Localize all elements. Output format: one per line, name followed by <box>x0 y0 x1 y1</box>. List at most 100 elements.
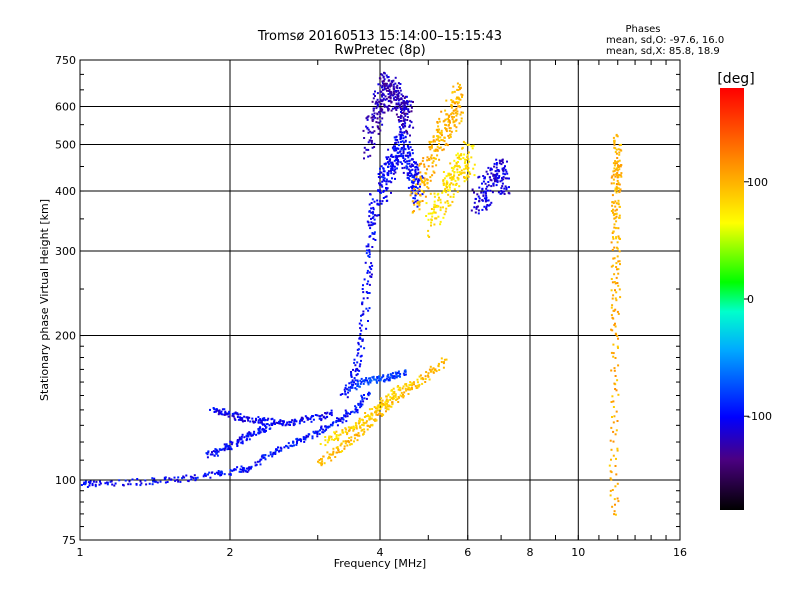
data-point <box>389 180 391 183</box>
data-point <box>414 200 417 203</box>
data-point <box>350 439 353 442</box>
data-point <box>500 192 503 195</box>
data-point <box>278 420 280 423</box>
data-point <box>619 263 621 266</box>
data-point <box>374 90 376 93</box>
data-point <box>441 139 444 142</box>
data-point <box>356 361 359 364</box>
data-point <box>347 440 350 442</box>
data-point <box>412 179 415 182</box>
data-point <box>414 173 417 176</box>
data-point <box>248 438 251 441</box>
chart-title: Tromsø 20160513 15:14:00–15:15:43 <box>257 29 502 44</box>
data-point <box>416 187 419 190</box>
data-point <box>457 105 460 108</box>
data-point <box>414 168 417 171</box>
data-point <box>322 428 325 431</box>
data-point <box>299 419 302 422</box>
data-point <box>233 412 236 415</box>
data-point <box>379 171 382 174</box>
data-point <box>264 454 267 456</box>
data-point <box>439 223 442 226</box>
data-point <box>373 115 375 117</box>
data-point <box>381 200 384 203</box>
data-point <box>473 201 476 204</box>
data-point <box>614 325 617 328</box>
data-point <box>393 136 396 139</box>
data-point <box>504 185 507 188</box>
data-point <box>356 411 359 414</box>
data-point <box>414 197 416 200</box>
data-point <box>404 101 407 104</box>
data-point <box>255 463 258 466</box>
x-tick-label: 8 <box>527 546 534 559</box>
data-point <box>154 480 157 483</box>
data-point <box>362 297 365 300</box>
data-point <box>415 183 418 186</box>
data-point <box>360 429 363 432</box>
chart-subtitle: RwPretec (8p) <box>334 43 425 58</box>
data-point <box>412 185 414 188</box>
data-point <box>424 375 427 378</box>
data-point <box>394 371 397 374</box>
stats-heading: Phases <box>625 24 660 35</box>
data-point <box>359 363 362 366</box>
data-point <box>410 191 413 194</box>
data-point <box>376 117 379 120</box>
data-point <box>214 450 216 453</box>
data-point <box>473 206 476 209</box>
data-point <box>403 108 405 111</box>
data-point <box>618 153 621 156</box>
data-point <box>355 425 358 428</box>
data-point <box>443 136 446 139</box>
data-point <box>613 382 616 385</box>
data-point <box>370 217 372 220</box>
data-point <box>242 420 244 423</box>
data-point <box>452 196 455 198</box>
data-point <box>399 83 402 85</box>
data-point <box>337 419 340 422</box>
data-point <box>378 412 381 415</box>
data-point <box>320 425 323 428</box>
data-point <box>350 411 353 414</box>
data-point <box>362 284 364 287</box>
data-point <box>442 190 445 193</box>
data-point <box>377 83 380 86</box>
data-point <box>617 187 620 190</box>
data-point <box>339 444 342 447</box>
data-point <box>323 429 326 432</box>
data-point <box>397 396 400 398</box>
data-point <box>434 368 437 371</box>
data-point <box>211 451 213 454</box>
data-point <box>615 389 618 392</box>
data-point <box>271 455 274 458</box>
data-point <box>411 187 414 189</box>
data-point <box>611 297 614 300</box>
data-point <box>445 184 448 187</box>
data-point <box>223 473 226 476</box>
data-point <box>365 377 368 379</box>
data-point <box>224 412 227 414</box>
data-point <box>217 450 220 453</box>
data-point <box>503 166 506 169</box>
data-point <box>402 171 405 174</box>
data-point <box>453 159 456 162</box>
data-point <box>375 107 378 110</box>
data-point <box>362 421 365 424</box>
data-point <box>376 199 379 202</box>
data-point <box>276 422 279 424</box>
data-point <box>378 100 381 103</box>
data-point <box>273 419 276 422</box>
data-point <box>416 166 419 169</box>
data-point <box>409 170 411 173</box>
data-point <box>346 396 349 399</box>
data-point <box>432 136 435 139</box>
data-point <box>365 420 368 423</box>
data-point <box>499 180 502 183</box>
data-point <box>406 132 409 135</box>
data-point <box>411 211 414 214</box>
data-point <box>396 147 399 150</box>
data-point <box>257 419 260 422</box>
data-point <box>445 358 448 361</box>
data-point <box>616 157 619 159</box>
